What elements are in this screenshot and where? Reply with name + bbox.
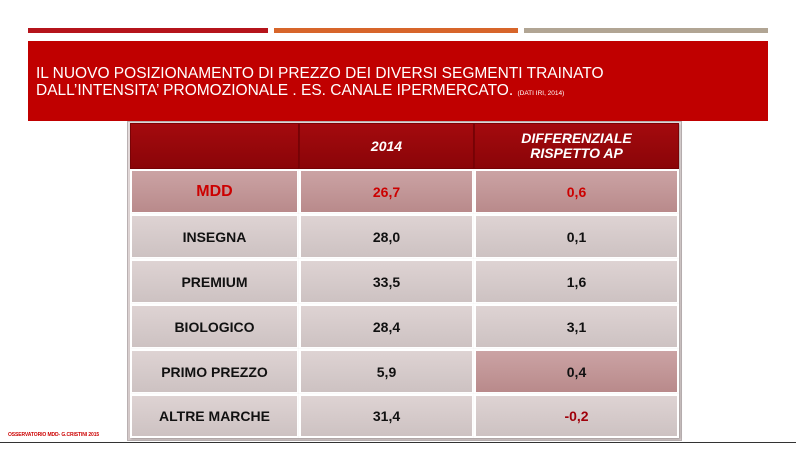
footer-credit: OSSERVATORIO MDD- G.CRISTINI 2015 [8, 432, 100, 438]
title-source: (DATI IRI, 2014) [517, 90, 565, 97]
title-line-2-text: DALL’INTENSITA’ PROMOZIONALE . ES. CANAL… [36, 82, 514, 99]
row-value-2014-mdd: 26,7 [299, 169, 474, 214]
row-value-2014-primo-prezzo: 5,9 [299, 349, 474, 394]
row-label-insegna: INSEGNA [130, 214, 299, 259]
header-cell-2014: 2014 [299, 123, 474, 169]
data-table: 2014 DIFFERENZIALE RISPETTO AP MDD 26,7 … [127, 121, 682, 441]
row-value-2014-biologico: 28,4 [299, 304, 474, 349]
top-accent-bar-orange [274, 28, 518, 33]
row-diff-biologico: 3,1 [474, 304, 679, 349]
row-value-2014-insegna: 28,0 [299, 214, 474, 259]
title-line-2: DALL’INTENSITA’ PROMOZIONALE . ES. CANAL… [36, 82, 756, 102]
top-accent-bar-taupe [524, 28, 768, 33]
row-label-altre-marche: ALTRE MARCHE [130, 394, 299, 438]
slide-title: IL NUOVO POSIZIONAMENTO DI PREZZO DEI DI… [36, 65, 756, 102]
row-value-2014-premium: 33,5 [299, 259, 474, 304]
header-cell-differenziale: DIFFERENZIALE RISPETTO AP [474, 123, 679, 169]
row-label-mdd: MDD [130, 169, 299, 214]
title-line-1: IL NUOVO POSIZIONAMENTO DI PREZZO DEI DI… [36, 65, 604, 82]
row-diff-primo-prezzo: 0,4 [474, 349, 679, 394]
row-label-biologico: BIOLOGICO [130, 304, 299, 349]
row-diff-premium: 1,6 [474, 259, 679, 304]
header-cell-empty [130, 123, 299, 169]
title-band: IL NUOVO POSIZIONAMENTO DI PREZZO DEI DI… [28, 41, 768, 121]
row-value-2014-altre-marche: 31,4 [299, 394, 474, 438]
row-diff-altre-marche: -0,2 [474, 394, 679, 438]
bottom-divider [0, 442, 796, 443]
row-diff-insegna: 0,1 [474, 214, 679, 259]
row-label-premium: PREMIUM [130, 259, 299, 304]
row-diff-mdd: 0,6 [474, 169, 679, 214]
row-label-primo-prezzo: PRIMO PREZZO [130, 349, 299, 394]
top-accent-bar-red [28, 28, 268, 33]
